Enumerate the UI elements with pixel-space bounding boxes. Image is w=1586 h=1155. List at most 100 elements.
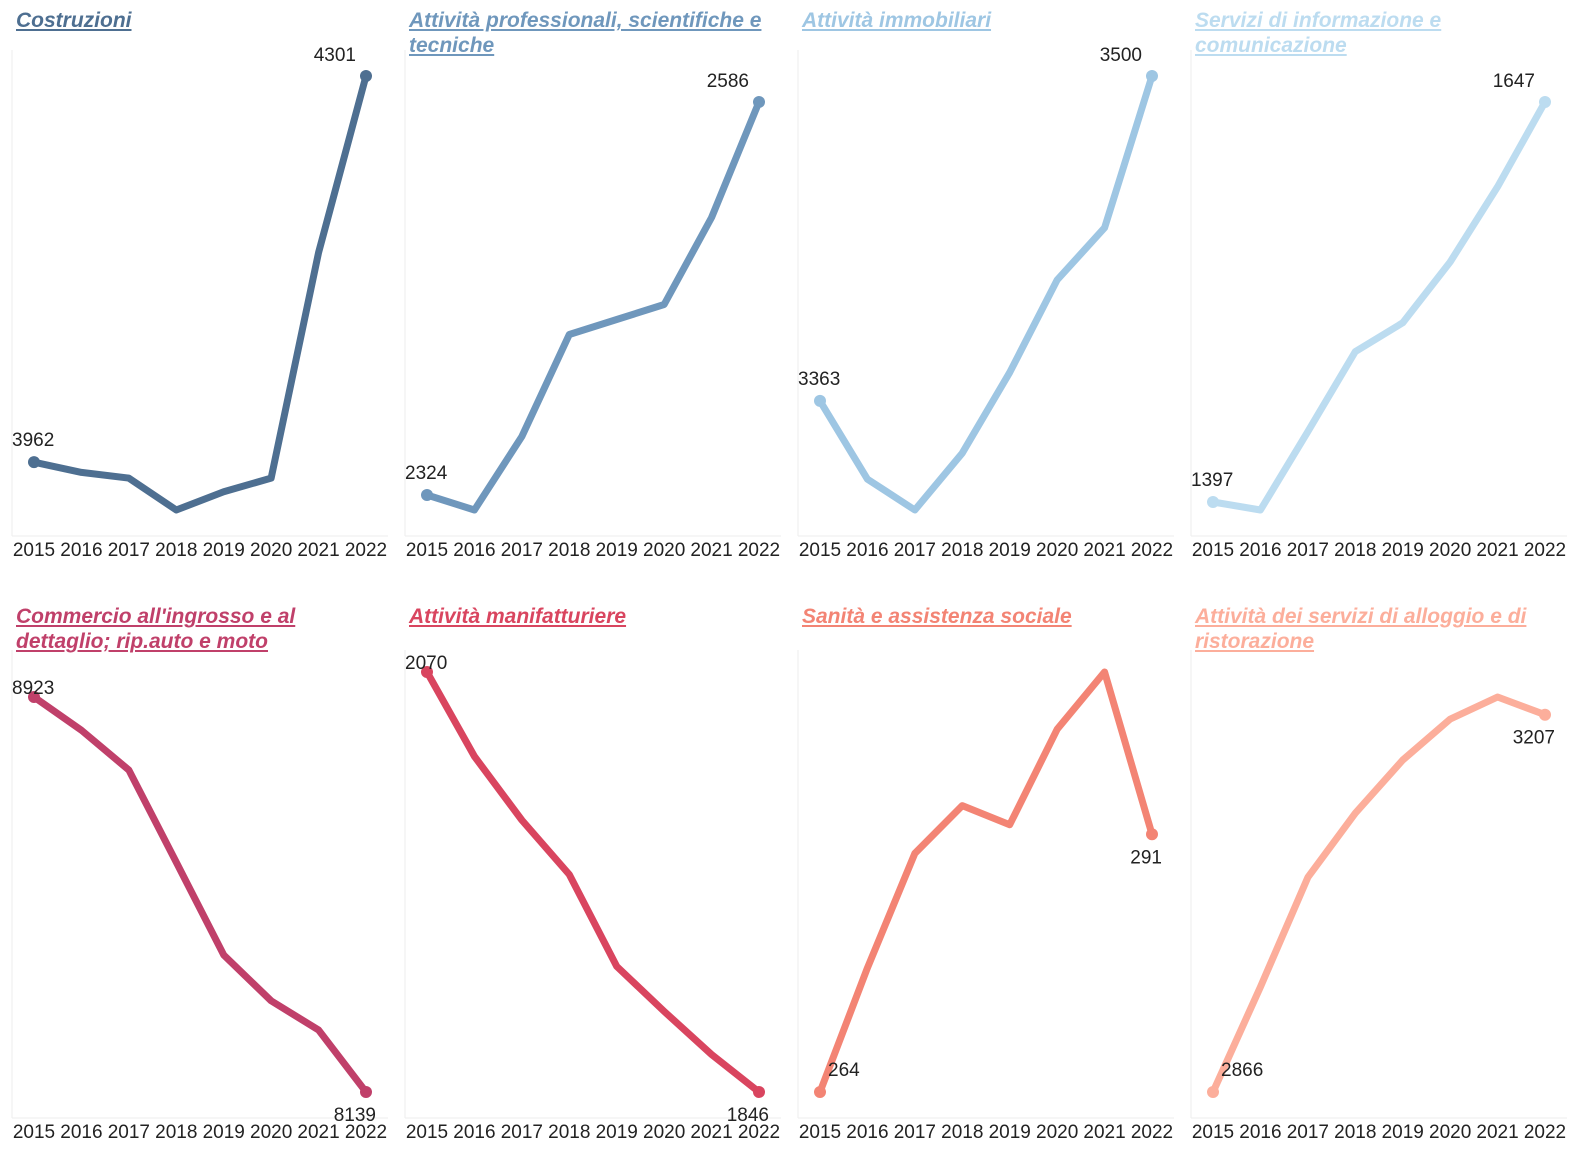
x-tick-label: 2020 [643, 540, 685, 561]
x-tick-label: 2022 [1131, 540, 1173, 561]
data-label: 8923 [12, 678, 54, 699]
x-tick-label: 2015 [799, 1122, 841, 1143]
line [1212, 100, 1549, 514]
x-tick-label: 2020 [250, 1122, 292, 1143]
x-tick-label: 2019 [203, 540, 245, 561]
x-tick-label: 2018 [548, 540, 590, 561]
x-tick-label: 2020 [1036, 540, 1078, 561]
x-tick-label: 2020 [643, 1122, 685, 1143]
x-tick-label: 2020 [1429, 1122, 1471, 1143]
line [817, 74, 1156, 514]
x-tick-label: 2021 [297, 1122, 339, 1143]
x-tick-label: 2016 [453, 540, 495, 561]
end-point [1539, 708, 1551, 721]
x-tick-label: 2016 [453, 1122, 495, 1143]
x-tick-label: 2017 [108, 540, 150, 561]
x-tick-label: 2018 [941, 540, 983, 561]
end-point [1146, 828, 1158, 841]
x-tick-label: 2018 [155, 1122, 197, 1143]
line [31, 694, 369, 1095]
x-tick-label: 2021 [1476, 1122, 1518, 1143]
x-tick-label: 2015 [1192, 540, 1234, 561]
x-tick-label: 2020 [1036, 1122, 1078, 1143]
x-tick-label: 2022 [345, 1122, 387, 1143]
end-point [1539, 96, 1551, 108]
x-tick-label: 2016 [60, 540, 102, 561]
data-label: 1397 [1191, 470, 1233, 491]
x-tick-label: 2015 [13, 540, 55, 561]
line [816, 668, 1156, 1094]
x-tick-label: 2015 [13, 1122, 55, 1143]
data-label: 1846 [727, 1105, 769, 1126]
x-tick-label: 2018 [941, 1122, 983, 1143]
x-tick-label: 2016 [1239, 540, 1281, 561]
x-tick-label: 2016 [846, 540, 888, 561]
chart-title: Costruzioni [16, 9, 132, 32]
x-tick-label: 2018 [1334, 540, 1376, 561]
data-label: 8139 [334, 1105, 376, 1126]
x-tick-label: 2016 [60, 1122, 102, 1143]
x-tick-label: 2015 [406, 540, 448, 561]
chart-title: Servizi di informazione e comunicazione [1195, 9, 1442, 57]
x-tick-label: 2022 [345, 540, 387, 561]
x-tick-label: 2017 [894, 1122, 936, 1143]
x-tick-label: 2022 [738, 1122, 780, 1143]
end-point [360, 70, 372, 82]
end-point [814, 1086, 826, 1098]
data-label: 2586 [707, 71, 749, 92]
x-tick-label: 2019 [1382, 1122, 1424, 1143]
x-tick-label: 2015 [799, 540, 841, 561]
x-tick-label: 2019 [203, 1122, 245, 1143]
x-tick-label: 2022 [1524, 540, 1566, 561]
x-tick-label: 2015 [406, 1122, 448, 1143]
chart-title: Attività professionali, scientifiche e t… [409, 9, 762, 57]
data-label: 264 [828, 1060, 860, 1081]
end-point [28, 691, 40, 703]
end-point [753, 96, 765, 108]
x-tick-label: 2021 [690, 540, 732, 561]
x-tick-label: 2018 [1334, 1122, 1376, 1143]
x-tick-label: 2021 [297, 540, 339, 561]
data-label: 3363 [798, 369, 840, 390]
x-tick-label: 2016 [1239, 1122, 1281, 1143]
x-tick-label: 2021 [690, 1122, 732, 1143]
x-tick-label: 2017 [1287, 540, 1329, 561]
end-point [753, 1086, 765, 1098]
x-tick-label: 2022 [738, 540, 780, 561]
x-tick-label: 2019 [596, 540, 638, 561]
data-label: 291 [1130, 847, 1162, 868]
x-tick-label: 2015 [1192, 1122, 1234, 1143]
x-tick-label: 2017 [501, 1122, 543, 1143]
end-point [1146, 70, 1158, 82]
x-tick-label: 2022 [1131, 1122, 1173, 1143]
chart-title: Attività dei servizi di alloggio e di ri… [1195, 605, 1527, 653]
x-tick-label: 2018 [155, 540, 197, 561]
x-tick-label: 2021 [1083, 1122, 1125, 1143]
end-point [1207, 496, 1219, 508]
x-tick-label: 2019 [989, 540, 1031, 561]
x-tick-label: 2020 [1429, 540, 1471, 561]
chart-title: Attività manifatturiere [409, 605, 627, 628]
x-tick-label: 2016 [846, 1122, 888, 1143]
data-label: 3500 [1100, 45, 1142, 66]
x-tick-label: 2019 [1382, 540, 1424, 561]
end-point [421, 666, 433, 678]
x-tick-label: 2021 [1476, 540, 1518, 561]
x-tick-label: 2020 [250, 540, 292, 561]
line [33, 75, 370, 514]
data-label: 4301 [314, 45, 356, 66]
chart-title: Sanità e assistenza sociale [802, 605, 1072, 628]
x-tick-label: 2021 [1083, 540, 1125, 561]
data-label: 3207 [1513, 728, 1555, 749]
data-label: 2866 [1221, 1060, 1263, 1081]
end-point [28, 456, 40, 469]
line [1209, 693, 1547, 1094]
x-tick-label: 2017 [501, 540, 543, 561]
end-point [1207, 1086, 1219, 1098]
end-point [360, 1086, 372, 1098]
data-label: 1647 [1493, 71, 1535, 92]
data-label: 2324 [405, 463, 448, 484]
chart-title: Attività immobiliari [802, 9, 992, 32]
